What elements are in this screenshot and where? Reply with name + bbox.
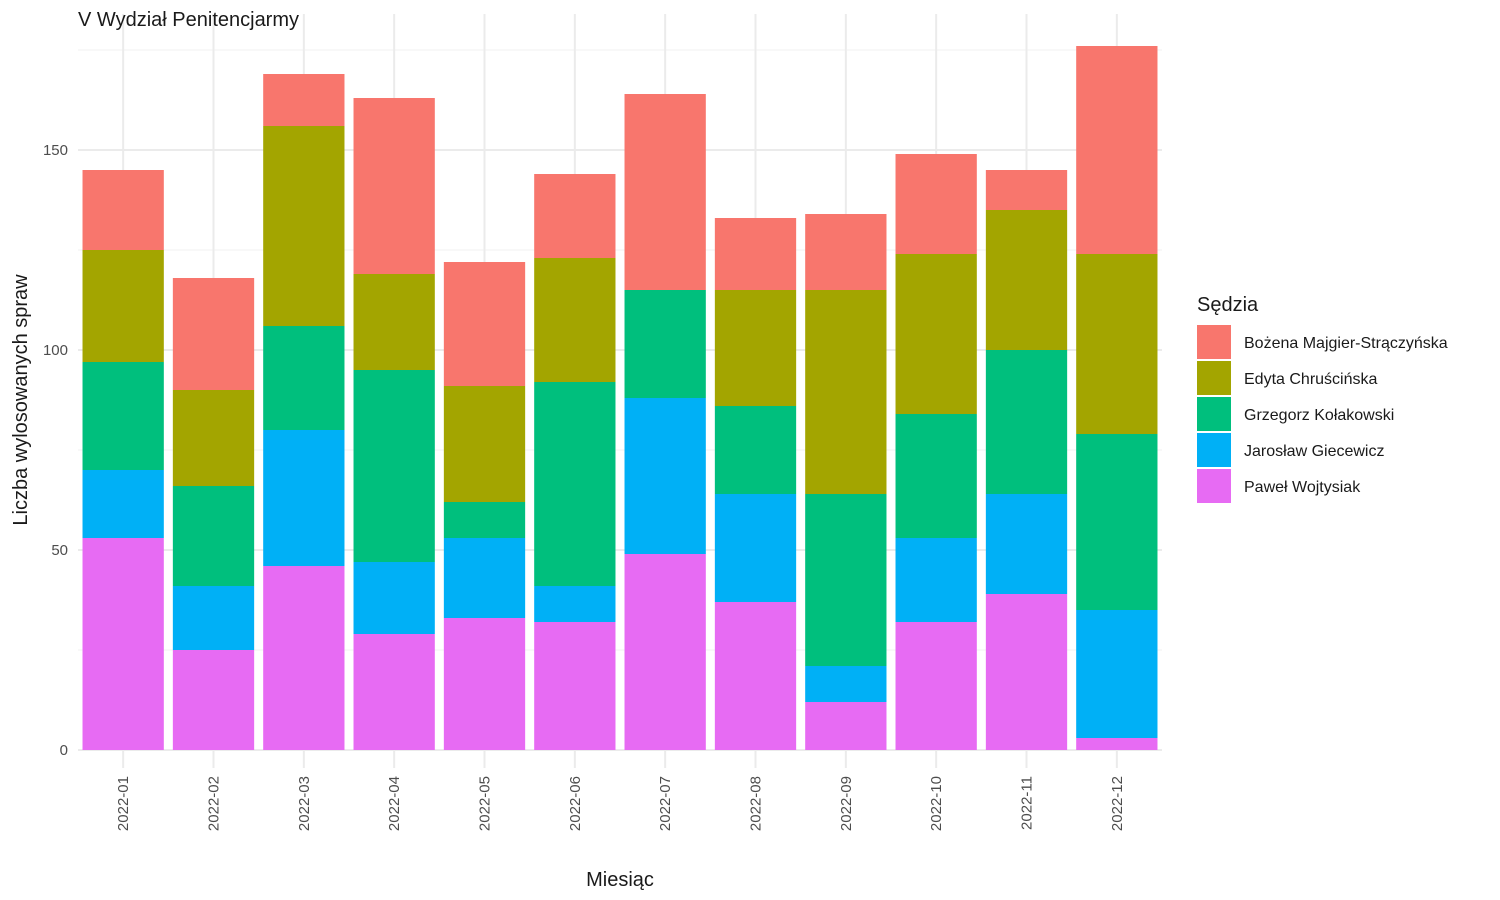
x-tick-label: 2022-12 xyxy=(1109,776,1126,831)
bar-segment xyxy=(1076,610,1158,738)
x-tick-label: 2022-04 xyxy=(386,776,403,831)
x-axis-title: Miesiąc xyxy=(586,869,654,891)
bar-segment xyxy=(82,170,164,250)
legend-title: Sędzia xyxy=(1197,294,1259,316)
bar-segment xyxy=(82,538,164,750)
bar-segment xyxy=(985,350,1068,494)
x-tick-label: 2022-02 xyxy=(206,776,223,831)
legend-key xyxy=(1197,433,1231,467)
bar-segment xyxy=(714,494,797,602)
bar-segment xyxy=(1076,46,1158,254)
legend-label: Paweł Wojtysiak xyxy=(1244,479,1361,496)
x-axis-ticks: 2022-01 2022-02 2022-03 2022-04 2022-05 2022-… xyxy=(115,776,1126,831)
bar-segment xyxy=(263,126,345,326)
bar-segment xyxy=(714,602,797,750)
bar-segment xyxy=(714,218,797,290)
bar-segment xyxy=(353,98,435,274)
bar-segment xyxy=(534,174,616,258)
bar-segment xyxy=(443,262,526,386)
legend-key xyxy=(1197,469,1231,503)
bar-segment xyxy=(172,650,255,750)
bar-segment xyxy=(263,430,345,566)
legend-label: Jarosław Giecewicz xyxy=(1244,443,1384,460)
legend-label: Edyta Chruścińska xyxy=(1244,371,1377,388)
bar-segment xyxy=(895,414,977,538)
bar-segment xyxy=(895,254,977,414)
bar-segment xyxy=(985,170,1068,210)
bar-segment xyxy=(172,278,255,390)
bar-segment xyxy=(534,586,616,622)
bar-segment xyxy=(443,538,526,618)
bar-segment xyxy=(263,566,345,750)
bar-segment xyxy=(172,486,255,586)
legend-key xyxy=(1197,325,1231,359)
x-tick-label: 2022-08 xyxy=(748,776,765,831)
y-axis-title: Liczba wylosowanych spraw xyxy=(10,274,32,526)
bar-segment xyxy=(443,618,526,750)
bar-segment xyxy=(985,594,1068,750)
x-tick-label: 2022-03 xyxy=(296,776,313,831)
y-axis-ticks: 0 50 100 150 xyxy=(43,142,68,759)
bar-segment xyxy=(1076,434,1158,610)
bar-segment xyxy=(805,290,887,494)
bar-segment xyxy=(353,370,435,562)
bars xyxy=(82,46,1158,750)
x-tick-label: 2022-11 xyxy=(1019,776,1036,830)
bar-segment xyxy=(263,74,345,126)
bar-segment xyxy=(805,702,887,750)
bar-segment xyxy=(172,586,255,650)
legend-key xyxy=(1197,361,1231,395)
bar-segment xyxy=(895,622,977,750)
bar-segment xyxy=(624,94,706,290)
y-tick-label: 100 xyxy=(43,342,68,359)
bar-segment xyxy=(714,290,797,406)
x-tick-label: 2022-09 xyxy=(838,776,855,831)
bar-segment xyxy=(805,494,887,666)
bar-segment xyxy=(714,406,797,494)
bar-segment xyxy=(895,538,977,622)
bar-segment xyxy=(805,666,887,702)
y-tick-label: 150 xyxy=(43,142,68,159)
bar-segment xyxy=(805,214,887,290)
bar-segment xyxy=(624,290,706,398)
legend-label: Bożena Majgier-Strączyńska xyxy=(1244,335,1448,352)
bar-segment xyxy=(1076,738,1158,750)
bar-segment xyxy=(172,390,255,486)
bar-segment xyxy=(895,154,977,254)
bar-segment xyxy=(82,250,164,362)
bar-segment xyxy=(263,326,345,430)
bar-segment xyxy=(353,562,435,634)
bar-segment xyxy=(624,398,706,554)
bar-segment xyxy=(353,634,435,750)
bar-segment xyxy=(82,470,164,538)
bar-segment xyxy=(534,622,616,750)
x-tick-label: 2022-05 xyxy=(477,776,494,831)
legend-key xyxy=(1197,397,1231,431)
bar-segment xyxy=(443,386,526,502)
bar-segment xyxy=(624,554,706,750)
bar-segment xyxy=(534,382,616,586)
x-tick-label: 2022-10 xyxy=(928,776,945,831)
x-tick-label: 2022-07 xyxy=(657,776,674,831)
bar-segment xyxy=(353,274,435,370)
bar-segment xyxy=(985,494,1068,594)
chart-title: V Wydział Penitencjarmy xyxy=(78,9,299,31)
y-tick-label: 50 xyxy=(51,542,68,559)
y-tick-label: 0 xyxy=(60,742,68,759)
bar-segment xyxy=(1076,254,1158,434)
bar-segment xyxy=(443,502,526,538)
x-tick-label: 2022-06 xyxy=(567,776,584,831)
legend-label: Grzegorz Kołakowski xyxy=(1244,407,1394,424)
bar-segment xyxy=(534,258,616,382)
bar-segment xyxy=(82,362,164,470)
legend: Sędzia Bożena Majgier-Strączyńska Edyta C… xyxy=(1197,294,1448,503)
x-tick-label: 2022-01 xyxy=(115,776,132,831)
bar-segment xyxy=(985,210,1068,350)
